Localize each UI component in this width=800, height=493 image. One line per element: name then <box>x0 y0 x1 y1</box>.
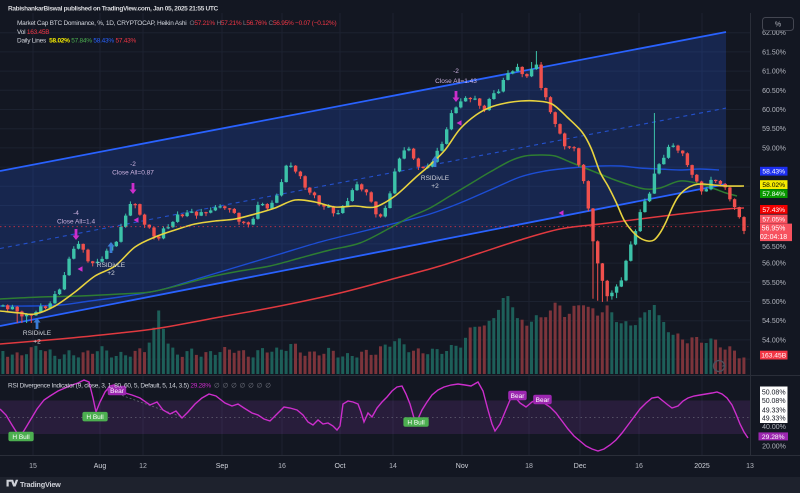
svg-text:56.95%: 56.95% <box>762 226 786 233</box>
svg-text:%: % <box>775 22 781 29</box>
svg-text:13: 13 <box>746 463 754 470</box>
svg-text:15: 15 <box>29 463 37 470</box>
svg-text:60.50%: 60.50% <box>762 88 786 95</box>
svg-text:55.50%: 55.50% <box>762 280 786 287</box>
svg-text:50.08%: 50.08% <box>762 389 786 396</box>
svg-text:Bear: Bear <box>536 397 551 404</box>
svg-text:02:04:18: 02:04:18 <box>760 234 787 241</box>
svg-text:Close All=1.4: Close All=1.4 <box>57 219 96 226</box>
svg-text:54.00%: 54.00% <box>762 337 786 344</box>
svg-text:40.00%: 40.00% <box>762 424 786 431</box>
svg-text:RSI Divergence Indicator (9, c: RSI Divergence Indicator (9, close, 3, 1… <box>8 383 271 390</box>
svg-text:55.00%: 55.00% <box>762 299 786 306</box>
svg-text:Vol 163.45B: Vol 163.45B <box>17 29 49 36</box>
svg-text:14: 14 <box>389 463 397 470</box>
svg-text:16: 16 <box>278 463 286 470</box>
svg-text:Oct: Oct <box>335 463 346 470</box>
svg-text:20.00%: 20.00% <box>762 444 786 451</box>
svg-text:49.33%: 49.33% <box>762 407 786 414</box>
svg-text:58.02%: 58.02% <box>762 182 785 189</box>
svg-text:H Bull: H Bull <box>12 434 30 441</box>
svg-text:H Bull: H Bull <box>407 419 425 426</box>
svg-text:56.50%: 56.50% <box>762 244 786 251</box>
svg-text:+2: +2 <box>33 339 41 346</box>
svg-text:61.00%: 61.00% <box>762 69 786 76</box>
svg-text:TradingView: TradingView <box>20 480 61 489</box>
svg-text:Daily Lines 58.02% 57.84% 58.: Daily Lines 58.02% 57.84% 58.43% 57.43% <box>17 38 137 45</box>
svg-text:Bear: Bear <box>511 393 526 400</box>
svg-text:Nov: Nov <box>456 463 469 470</box>
svg-text:56.00%: 56.00% <box>762 261 786 268</box>
svg-text:12: 12 <box>139 463 147 470</box>
svg-text:16: 16 <box>635 463 643 470</box>
svg-text:60.00%: 60.00% <box>762 107 786 114</box>
svg-text:Market Cap BTC Dominance, %, 1: Market Cap BTC Dominance, %, 1D, CRYPTOC… <box>17 20 336 27</box>
svg-text:29.28%: 29.28% <box>762 434 785 441</box>
svg-text:50.08%: 50.08% <box>762 398 786 405</box>
svg-text:49.33%: 49.33% <box>762 416 786 423</box>
svg-text:-2: -2 <box>453 68 459 75</box>
svg-text:Dec: Dec <box>574 463 587 470</box>
svg-text:58.43%: 58.43% <box>762 169 785 176</box>
svg-text:H Bull: H Bull <box>86 414 104 421</box>
svg-text:Close All=1.43: Close All=1.43 <box>435 78 477 85</box>
svg-text:18: 18 <box>525 463 533 470</box>
svg-text:+2: +2 <box>107 270 115 277</box>
svg-text:57.84%: 57.84% <box>762 191 785 198</box>
svg-text:2025: 2025 <box>694 463 710 470</box>
svg-text:62.00%: 62.00% <box>762 30 786 37</box>
svg-text:Bear: Bear <box>110 388 125 395</box>
svg-text:57.05%: 57.05% <box>762 216 785 223</box>
svg-text:57.43%: 57.43% <box>762 207 785 214</box>
svg-text:-2: -2 <box>130 161 136 168</box>
svg-text:59.50%: 59.50% <box>762 126 786 133</box>
svg-text:54.50%: 54.50% <box>762 318 786 325</box>
svg-text:Aug: Aug <box>94 463 107 470</box>
svg-text:RSIDivLE: RSIDivLE <box>97 262 126 269</box>
svg-text:RSIDivLE: RSIDivLE <box>421 175 450 182</box>
svg-text:163.45B: 163.45B <box>761 353 786 360</box>
svg-text:-4: -4 <box>73 210 79 217</box>
svg-text:Sep: Sep <box>216 463 229 470</box>
svg-text:61.50%: 61.50% <box>762 49 786 56</box>
svg-text:Close All=0.87: Close All=0.87 <box>112 170 154 177</box>
svg-text:59.00%: 59.00% <box>762 145 786 152</box>
svg-text:RabishankarBiswal published on: RabishankarBiswal published on TradingVi… <box>8 6 218 13</box>
svg-text:RSIDivLE: RSIDivLE <box>23 330 52 337</box>
svg-text:+2: +2 <box>431 183 439 190</box>
